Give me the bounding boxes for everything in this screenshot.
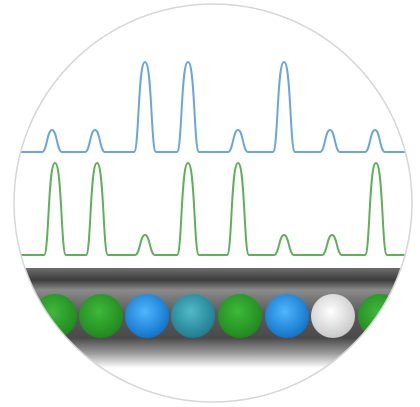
well	[311, 294, 355, 338]
page	[0, 0, 420, 407]
illustration	[0, 0, 420, 407]
well	[171, 294, 215, 338]
well	[265, 294, 309, 338]
disc-content	[0, 0, 420, 407]
well	[79, 294, 123, 338]
well	[125, 294, 169, 338]
well	[218, 294, 262, 338]
